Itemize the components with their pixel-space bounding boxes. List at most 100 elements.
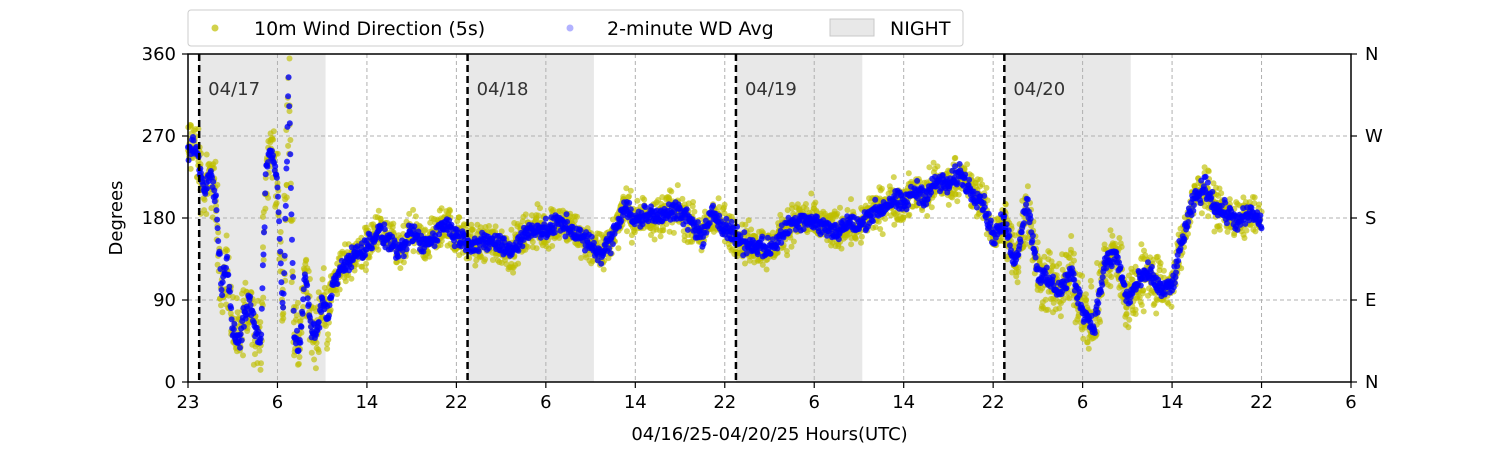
wind-5s-point bbox=[400, 222, 407, 229]
wind-avg-point bbox=[448, 221, 455, 228]
wind-avg-point bbox=[1172, 274, 1179, 281]
wind-avg-point bbox=[315, 319, 322, 325]
wind-avg-point bbox=[981, 204, 988, 211]
wind-5s-point bbox=[1057, 313, 1064, 320]
wind-avg-point bbox=[261, 229, 267, 236]
wind-5s-point bbox=[833, 213, 840, 220]
wind-5s-point bbox=[808, 190, 815, 197]
wind-avg-point bbox=[193, 143, 200, 150]
wind-avg-point bbox=[1050, 282, 1057, 289]
wind-5s-point bbox=[624, 228, 630, 235]
wind-avg-point bbox=[1029, 232, 1036, 239]
wind-5s-point bbox=[425, 248, 432, 255]
wind-avg-point bbox=[190, 137, 197, 144]
wind-5s-point bbox=[280, 310, 287, 317]
wind-avg-point bbox=[1070, 270, 1077, 277]
wind-5s-point bbox=[934, 163, 941, 170]
wind-5s-point bbox=[256, 347, 263, 354]
wind-avg-point bbox=[778, 239, 785, 246]
wind-5s-point bbox=[812, 199, 819, 206]
wind-avg-point bbox=[230, 326, 237, 333]
wind-5s-point bbox=[258, 360, 264, 367]
wind-avg-point bbox=[1071, 276, 1078, 283]
wind-5s-point bbox=[641, 196, 648, 203]
wind-5s-point bbox=[1084, 339, 1091, 346]
wind-5s-point bbox=[1046, 249, 1053, 256]
wind-avg-point bbox=[962, 171, 969, 178]
wind-5s-point bbox=[928, 204, 935, 211]
wind-5s-point bbox=[492, 223, 499, 230]
wind-5s-point bbox=[508, 226, 515, 233]
wind-5s-point bbox=[1205, 168, 1212, 175]
wind-5s-point bbox=[1251, 194, 1258, 201]
wind-avg-point bbox=[276, 218, 283, 225]
wind-5s-point bbox=[983, 231, 990, 238]
wind-5s-point bbox=[875, 218, 882, 225]
wind-5s-point bbox=[783, 248, 790, 254]
wind-5s-point bbox=[477, 253, 484, 260]
wind-avg-point bbox=[325, 312, 332, 319]
wind-avg-point bbox=[281, 252, 288, 259]
wind-avg-point bbox=[627, 206, 634, 213]
wind-5s-point bbox=[900, 214, 907, 221]
wind-5s-point bbox=[1243, 227, 1250, 234]
wind-5s-point bbox=[858, 233, 865, 240]
wind-5s-point bbox=[285, 142, 292, 149]
wind-5s-point bbox=[510, 269, 517, 276]
wind-5s-point bbox=[1251, 200, 1258, 207]
wind-avg-point bbox=[952, 163, 959, 170]
wind-avg-point bbox=[278, 279, 285, 286]
wind-5s-point bbox=[628, 239, 635, 246]
wind-5s-point bbox=[1015, 268, 1022, 275]
wind-5s-point bbox=[1156, 263, 1163, 270]
wind-avg-point bbox=[237, 331, 244, 338]
wind-avg-point bbox=[326, 302, 333, 309]
wind-5s-point bbox=[1107, 283, 1114, 290]
wind-avg-point bbox=[1103, 265, 1110, 272]
wind-5s-point bbox=[283, 194, 290, 201]
wind-5s-point bbox=[838, 245, 845, 252]
wind-5s-point bbox=[260, 244, 266, 251]
wind-5s-point bbox=[353, 261, 360, 268]
wind-5s-point bbox=[919, 207, 926, 214]
wind-avg-point bbox=[218, 286, 225, 293]
wind-5s-point bbox=[468, 221, 475, 228]
wind-5s-point bbox=[308, 349, 315, 356]
wind-avg-point bbox=[219, 279, 226, 286]
wind-avg-point bbox=[281, 270, 288, 277]
wind-avg-point bbox=[228, 316, 235, 323]
wind-5s-point bbox=[625, 194, 632, 201]
wind-5s-point bbox=[1141, 247, 1147, 254]
wind-avg-point bbox=[238, 337, 245, 344]
wind-avg-point bbox=[1175, 257, 1182, 264]
wind-avg-point bbox=[869, 218, 876, 225]
wind-5s-point bbox=[456, 214, 463, 221]
wind-5s-point bbox=[1088, 283, 1095, 290]
wind-5s-point bbox=[422, 226, 429, 233]
wind-avg-point bbox=[800, 226, 807, 233]
wind-avg-point bbox=[1127, 299, 1134, 306]
wind-5s-point bbox=[1210, 180, 1217, 187]
wind-5s-point bbox=[296, 354, 303, 360]
wind-5s-point bbox=[208, 205, 215, 212]
wind-5s-point bbox=[955, 191, 962, 198]
wind-5s-point bbox=[334, 291, 341, 298]
wind-5s-point bbox=[324, 345, 331, 352]
wind-5s-point bbox=[1198, 210, 1205, 217]
wind-avg-point bbox=[1161, 291, 1168, 298]
wind-avg-point bbox=[395, 253, 402, 260]
wind-avg-points bbox=[185, 74, 1265, 355]
wind-5s-point bbox=[498, 228, 505, 235]
wind-avg-point bbox=[279, 299, 286, 306]
wind-5s-point bbox=[550, 207, 557, 213]
wind-avg-point bbox=[626, 199, 633, 206]
wind-avg-point bbox=[1032, 249, 1039, 255]
wind-avg-point bbox=[754, 251, 761, 258]
wind-5s-point bbox=[288, 279, 295, 286]
wind-5s-point bbox=[287, 137, 294, 143]
wind-avg-point bbox=[259, 285, 266, 292]
wind-avg-point bbox=[700, 241, 707, 247]
wind-avg-point bbox=[299, 310, 306, 317]
wind-avg-point bbox=[225, 271, 232, 278]
wind-avg-point bbox=[1098, 289, 1105, 296]
